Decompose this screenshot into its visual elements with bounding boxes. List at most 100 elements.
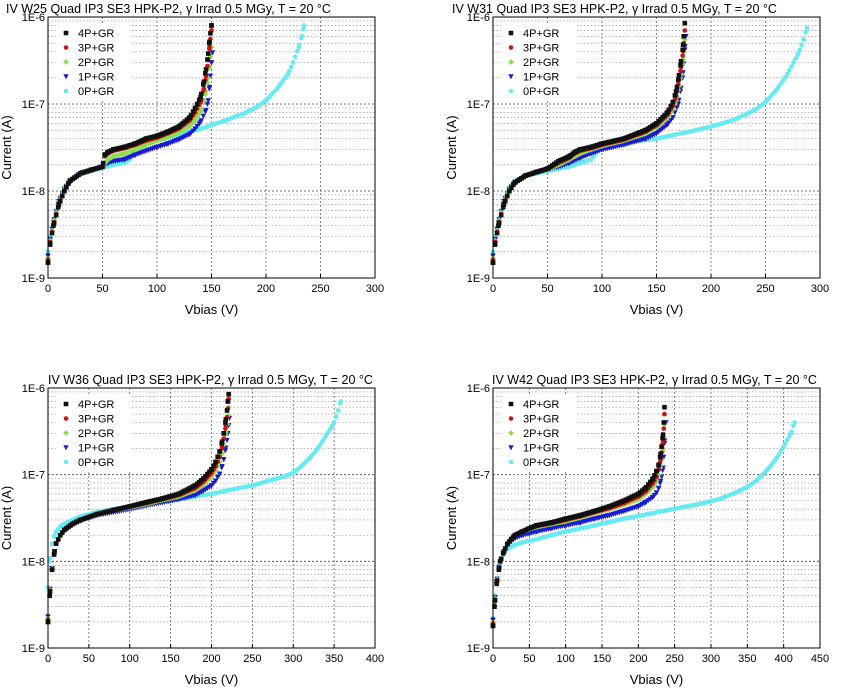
data-point — [492, 241, 498, 246]
data-point — [198, 126, 203, 132]
data-point — [111, 162, 116, 168]
x-axis-label: Vbias (V) — [185, 672, 238, 687]
data-point — [494, 581, 499, 587]
legend-marker — [508, 430, 514, 436]
data-point — [577, 160, 583, 166]
data-point — [674, 84, 680, 90]
x-tick-label: 0 — [490, 653, 496, 665]
data-point — [519, 529, 525, 534]
data-point — [571, 153, 578, 160]
data-point — [508, 536, 514, 542]
data-point — [165, 129, 171, 135]
data-point — [198, 483, 205, 489]
legend-marker — [63, 59, 69, 65]
data-point — [577, 147, 583, 152]
data-point — [201, 86, 207, 91]
data-point — [121, 150, 128, 157]
data-point — [507, 188, 512, 194]
data-point — [668, 117, 674, 124]
data-point — [187, 115, 192, 120]
y-tick-label: 1E-7 — [22, 470, 45, 482]
data-point — [263, 98, 269, 103]
data-point — [122, 144, 127, 150]
data-point — [792, 420, 797, 425]
data-point — [752, 479, 757, 485]
data-point — [213, 459, 218, 465]
data-point — [49, 230, 55, 236]
data-point — [795, 51, 801, 56]
data-point — [94, 511, 100, 517]
data-point — [548, 532, 554, 538]
y-axis-label: Current (A) — [0, 115, 14, 179]
data-point — [208, 30, 213, 36]
data-point — [105, 156, 111, 163]
y-tick-label: 1E-7 — [467, 470, 490, 482]
data-point — [285, 71, 291, 77]
data-point — [67, 178, 73, 184]
data-point — [53, 541, 59, 546]
data-point — [533, 529, 540, 535]
legend-label: 4P+GR — [523, 28, 559, 40]
x-tick-label: 400 — [774, 653, 792, 665]
data-point — [670, 115, 676, 121]
data-point — [274, 86, 280, 91]
data-point — [636, 491, 641, 497]
y-tick-label: 1E-8 — [467, 556, 490, 568]
data-point — [654, 121, 659, 126]
data-point — [653, 490, 660, 496]
data-point — [200, 488, 207, 494]
data-point — [105, 149, 111, 155]
data-point — [190, 109, 196, 114]
y-tick-label: 1E-6 — [467, 12, 490, 24]
y-tick-label: 1E-9 — [22, 643, 45, 655]
data-point — [219, 439, 225, 445]
data-point — [215, 454, 220, 460]
data-point — [774, 87, 779, 93]
data-point — [111, 147, 116, 152]
data-point — [143, 148, 149, 154]
series-4pgr — [45, 23, 214, 265]
legend-marker — [63, 45, 69, 50]
data-point — [127, 504, 133, 509]
data-point — [682, 28, 688, 33]
x-tick-label: 250 — [311, 283, 329, 295]
data-point — [110, 158, 117, 165]
data-point — [621, 508, 627, 514]
data-point — [223, 426, 228, 431]
data-point — [200, 113, 207, 120]
x-tick-label: 100 — [556, 653, 574, 665]
data-point — [567, 154, 572, 159]
x-tick-label: 400 — [366, 653, 384, 665]
data-point — [219, 463, 225, 470]
legend-label: 0P+GR — [78, 86, 114, 98]
data-point — [660, 432, 666, 437]
data-point — [192, 105, 198, 111]
legend-marker — [63, 430, 69, 436]
data-point — [296, 44, 301, 50]
legend-label: 1P+GR — [78, 443, 114, 455]
data-point — [55, 537, 61, 542]
data-point — [512, 180, 518, 185]
x-tick-label: 450 — [811, 653, 829, 665]
data-point — [290, 60, 296, 65]
x-tick-label: 150 — [593, 653, 611, 665]
data-point — [797, 47, 802, 53]
data-point — [212, 478, 219, 484]
x-tick-label: 350 — [738, 653, 756, 665]
data-point — [654, 136, 659, 141]
data-point — [221, 431, 227, 436]
data-point — [208, 483, 215, 489]
data-point — [657, 454, 663, 460]
data-point — [567, 164, 572, 170]
data-point — [301, 23, 307, 28]
data-point — [49, 567, 55, 573]
data-point — [680, 47, 685, 53]
data-point — [335, 408, 341, 413]
data-point — [62, 521, 67, 527]
data-point — [282, 473, 288, 479]
x-tick-label: 0 — [490, 283, 496, 295]
legend-label: 0P+GR — [523, 457, 559, 469]
data-point — [241, 111, 247, 116]
data-point — [323, 433, 329, 439]
data-point — [222, 448, 229, 454]
